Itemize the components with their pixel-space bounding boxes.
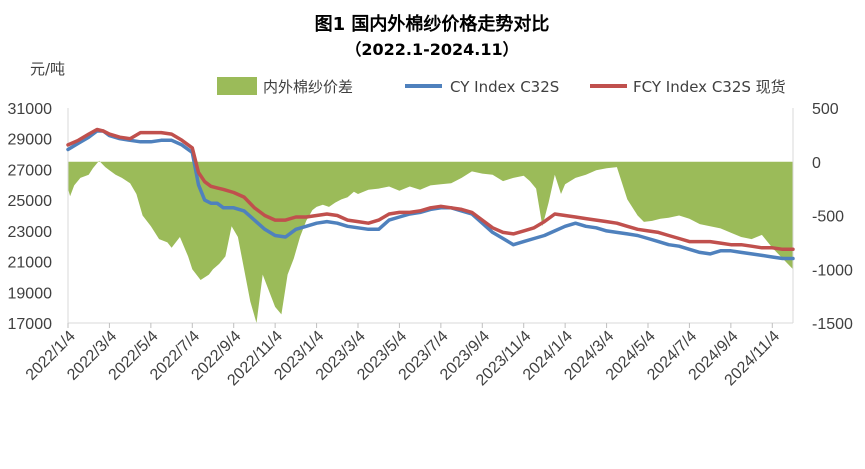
chart-title: 图1 国内外棉纱价格走势对比 xyxy=(315,13,550,35)
y-left-unit-label: 元/吨 xyxy=(30,60,65,78)
y-right-tick-label: -500 xyxy=(812,209,844,226)
y-left-tick-label: 29000 xyxy=(8,132,53,149)
y-left-tick-label: 19000 xyxy=(8,285,53,302)
axes xyxy=(67,108,794,328)
y-left-tick-label: 21000 xyxy=(8,255,53,272)
legend-swatch-spread xyxy=(217,77,257,95)
chart-subtitle: （2022.1-2024.11） xyxy=(345,40,518,59)
legend-label-fcy: FCY Index C32S 现货 xyxy=(633,78,786,96)
y-right-tick-label: 500 xyxy=(812,101,839,118)
price-lines-layer xyxy=(66,127,795,261)
y-left-tick-label: 31000 xyxy=(8,101,53,118)
tick-labels: 31000 29000 27000 25000 23000 21000 19000 17000… xyxy=(8,101,854,389)
y-right-tick-label: -1500 xyxy=(812,316,853,333)
legend: 内外棉纱价差 CY Index C32S FCY Index C32S 现货 xyxy=(217,77,786,96)
fcy-index-line xyxy=(66,127,795,252)
y-right-tick-label: 0 xyxy=(812,155,821,172)
legend-label-spread: 内外棉纱价差 xyxy=(263,78,353,96)
y-left-tick-label: 23000 xyxy=(8,224,53,241)
y-left-tick-label: 27000 xyxy=(8,162,53,179)
legend-label-cy: CY Index C32S xyxy=(450,78,559,96)
y-right-tick-label: -1000 xyxy=(812,262,853,279)
y-left-tick-label: 17000 xyxy=(8,316,53,333)
y-left-tick-label: 25000 xyxy=(8,193,53,210)
